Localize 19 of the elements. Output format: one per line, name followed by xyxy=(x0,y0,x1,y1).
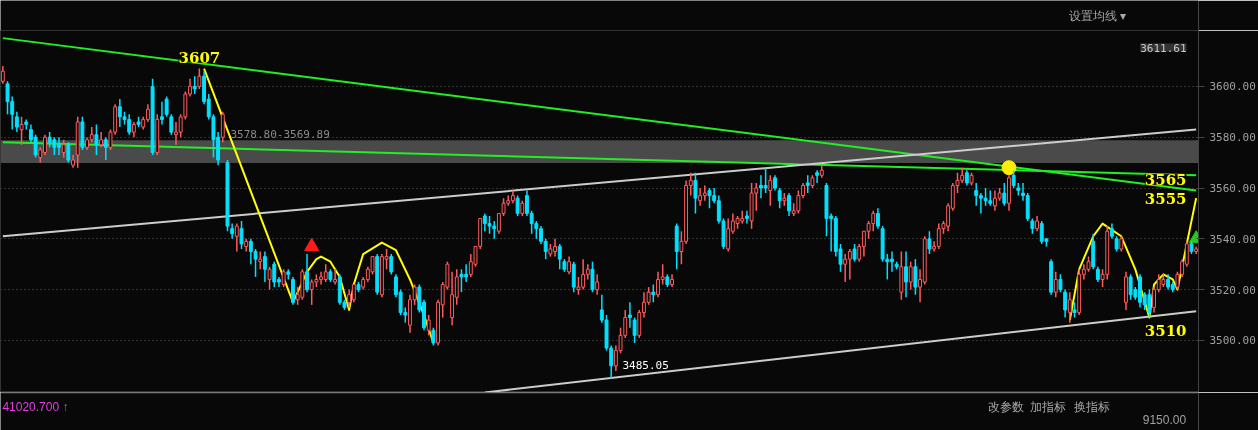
annotation: 3607 xyxy=(178,48,221,67)
y-tick-label: 3580.00 xyxy=(1209,131,1256,145)
text: 改参数 xyxy=(988,399,1025,414)
y-tick-label: 3540.00 xyxy=(1209,232,1256,246)
y-tick-label: 3560.00 xyxy=(1209,182,1256,195)
text: 41020.700 ↑ xyxy=(2,399,69,414)
annotation: 3611.61 xyxy=(1140,41,1187,55)
y-tick-label: 3500.00 xyxy=(1209,334,1256,348)
text: 加指标 xyxy=(1029,399,1066,414)
text: 换指标 xyxy=(1073,399,1110,414)
y-tick-label: 3600.00 xyxy=(1209,80,1256,94)
annotation: 3510 xyxy=(1144,322,1187,340)
band-label: 3578.80-3569.89 xyxy=(230,128,330,142)
annotation: 3565 xyxy=(1144,171,1187,189)
text: 设置均线 ▾ xyxy=(1068,8,1127,23)
annotation: 3555 xyxy=(1144,190,1187,208)
text: 9150.00 xyxy=(1142,412,1187,427)
annotation: 3485.05 xyxy=(622,358,669,372)
y-tick-label: 3520.00 xyxy=(1209,283,1256,297)
